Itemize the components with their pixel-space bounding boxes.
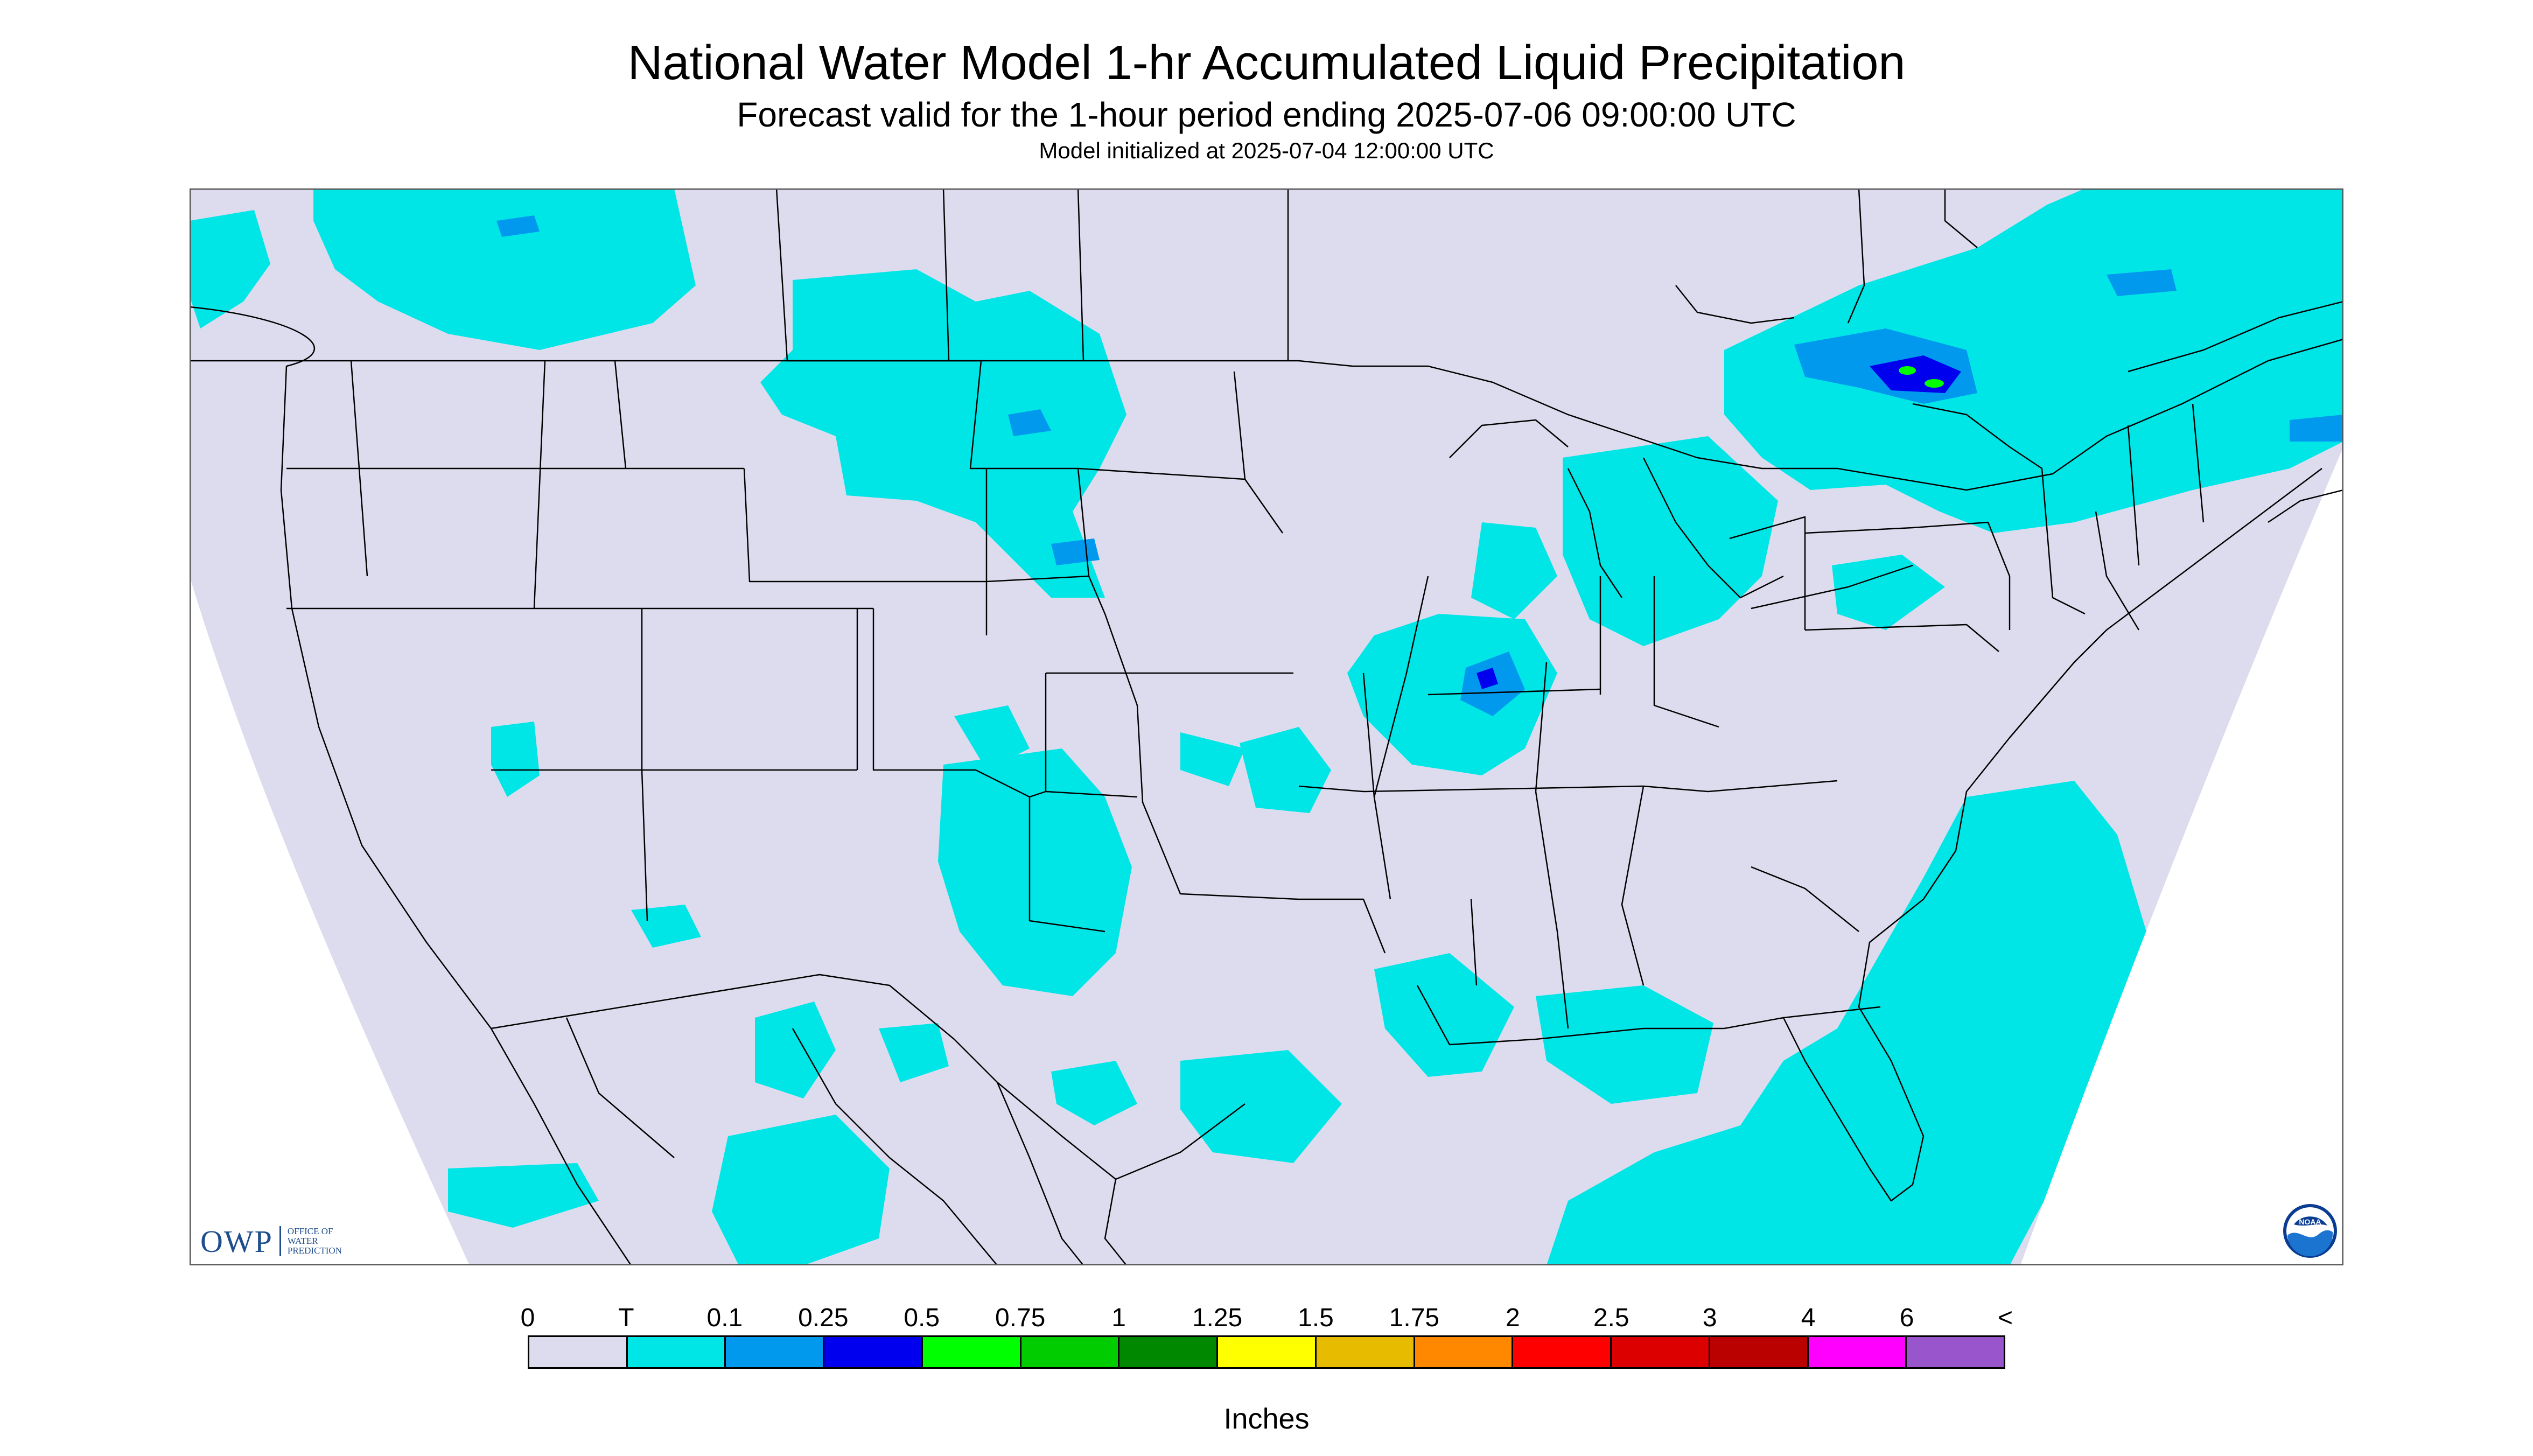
owp-logo: OWP OFFICE OF WATER PREDICTION (200, 1222, 363, 1260)
legend-tick-label: 1.5 (1298, 1304, 1334, 1332)
legend-swatch (1316, 1337, 1415, 1367)
noaa-logo: NOAA (2282, 1203, 2338, 1259)
legend-tick-label: 6 (1899, 1304, 1914, 1332)
legend-swatch (1710, 1337, 1809, 1367)
precipitation-map (190, 188, 2343, 1265)
legend-tick-label: 0.1 (706, 1304, 743, 1332)
owp-logo-divider (279, 1226, 281, 1256)
political-boundaries (190, 188, 2343, 1265)
outside-domain-mask (190, 447, 2343, 1265)
legend-swatch (1612, 1337, 1710, 1367)
legend-swatch (1021, 1337, 1120, 1367)
legend-tick-label: 0.5 (904, 1304, 940, 1332)
legend-tick-label: 0 (520, 1304, 535, 1332)
legend-tick-label: 2.5 (1593, 1304, 1629, 1332)
legend-colorbar (528, 1335, 2005, 1369)
legend-swatch (824, 1337, 923, 1367)
noaa-logo-text: NOAA (2299, 1217, 2321, 1226)
precip-trace-areas (190, 188, 2343, 1265)
legend-swatch (1907, 1337, 2004, 1367)
legend-swatch (1415, 1337, 1514, 1367)
owp-logo-name: OFFICE OF WATER PREDICTION (287, 1226, 342, 1256)
legend-swatch (1513, 1337, 1612, 1367)
legend-tick-label: 0.75 (995, 1304, 1046, 1332)
legend-swatch (1119, 1337, 1219, 1367)
model-init-text: Model initialized at 2025-07-04 12:00:00… (1039, 138, 1494, 163)
legend-swatch (627, 1337, 726, 1367)
legend-ticks: 0 T 0.1 0.25 0.5 0.75 1 1.25 1.5 1.75 2 2.5 3 4 6 < (521, 1303, 2013, 1335)
legend-swatch (1218, 1337, 1317, 1367)
map-border (190, 188, 2343, 1265)
precip-heavy-areas (1899, 366, 1944, 388)
chart-title: National Water Model 1-hr Accumulated Li… (627, 36, 1906, 90)
legend-swatch (922, 1337, 1021, 1367)
legend-swatch (529, 1337, 628, 1367)
legend-tick-label: 0.25 (798, 1304, 849, 1332)
legend-tick-label: 2 (1505, 1304, 1520, 1332)
legend-swatch (1808, 1337, 1907, 1367)
legend-tick-label: 1.25 (1192, 1304, 1243, 1332)
legend-swatch (726, 1337, 825, 1367)
legend-tick-label: 4 (1801, 1304, 1816, 1332)
legend-units: Inches (1223, 1403, 1310, 1435)
chart-subtitle: Forecast valid for the 1-hour period end… (737, 95, 1796, 134)
legend-tick-label: 1 (1111, 1304, 1126, 1332)
owp-logo-mark: OWP (200, 1223, 273, 1259)
legend-tick-label: < (1997, 1304, 2013, 1332)
precip-legend: 0 T 0.1 0.25 0.5 0.75 1 1.25 1.5 1.75 2 2.5 3 4 6 < (521, 1303, 2013, 1369)
legend-tick-label: T (618, 1304, 634, 1332)
legend-tick-label: 1.75 (1389, 1304, 1440, 1332)
legend-tick-label: 3 (1702, 1304, 1717, 1332)
